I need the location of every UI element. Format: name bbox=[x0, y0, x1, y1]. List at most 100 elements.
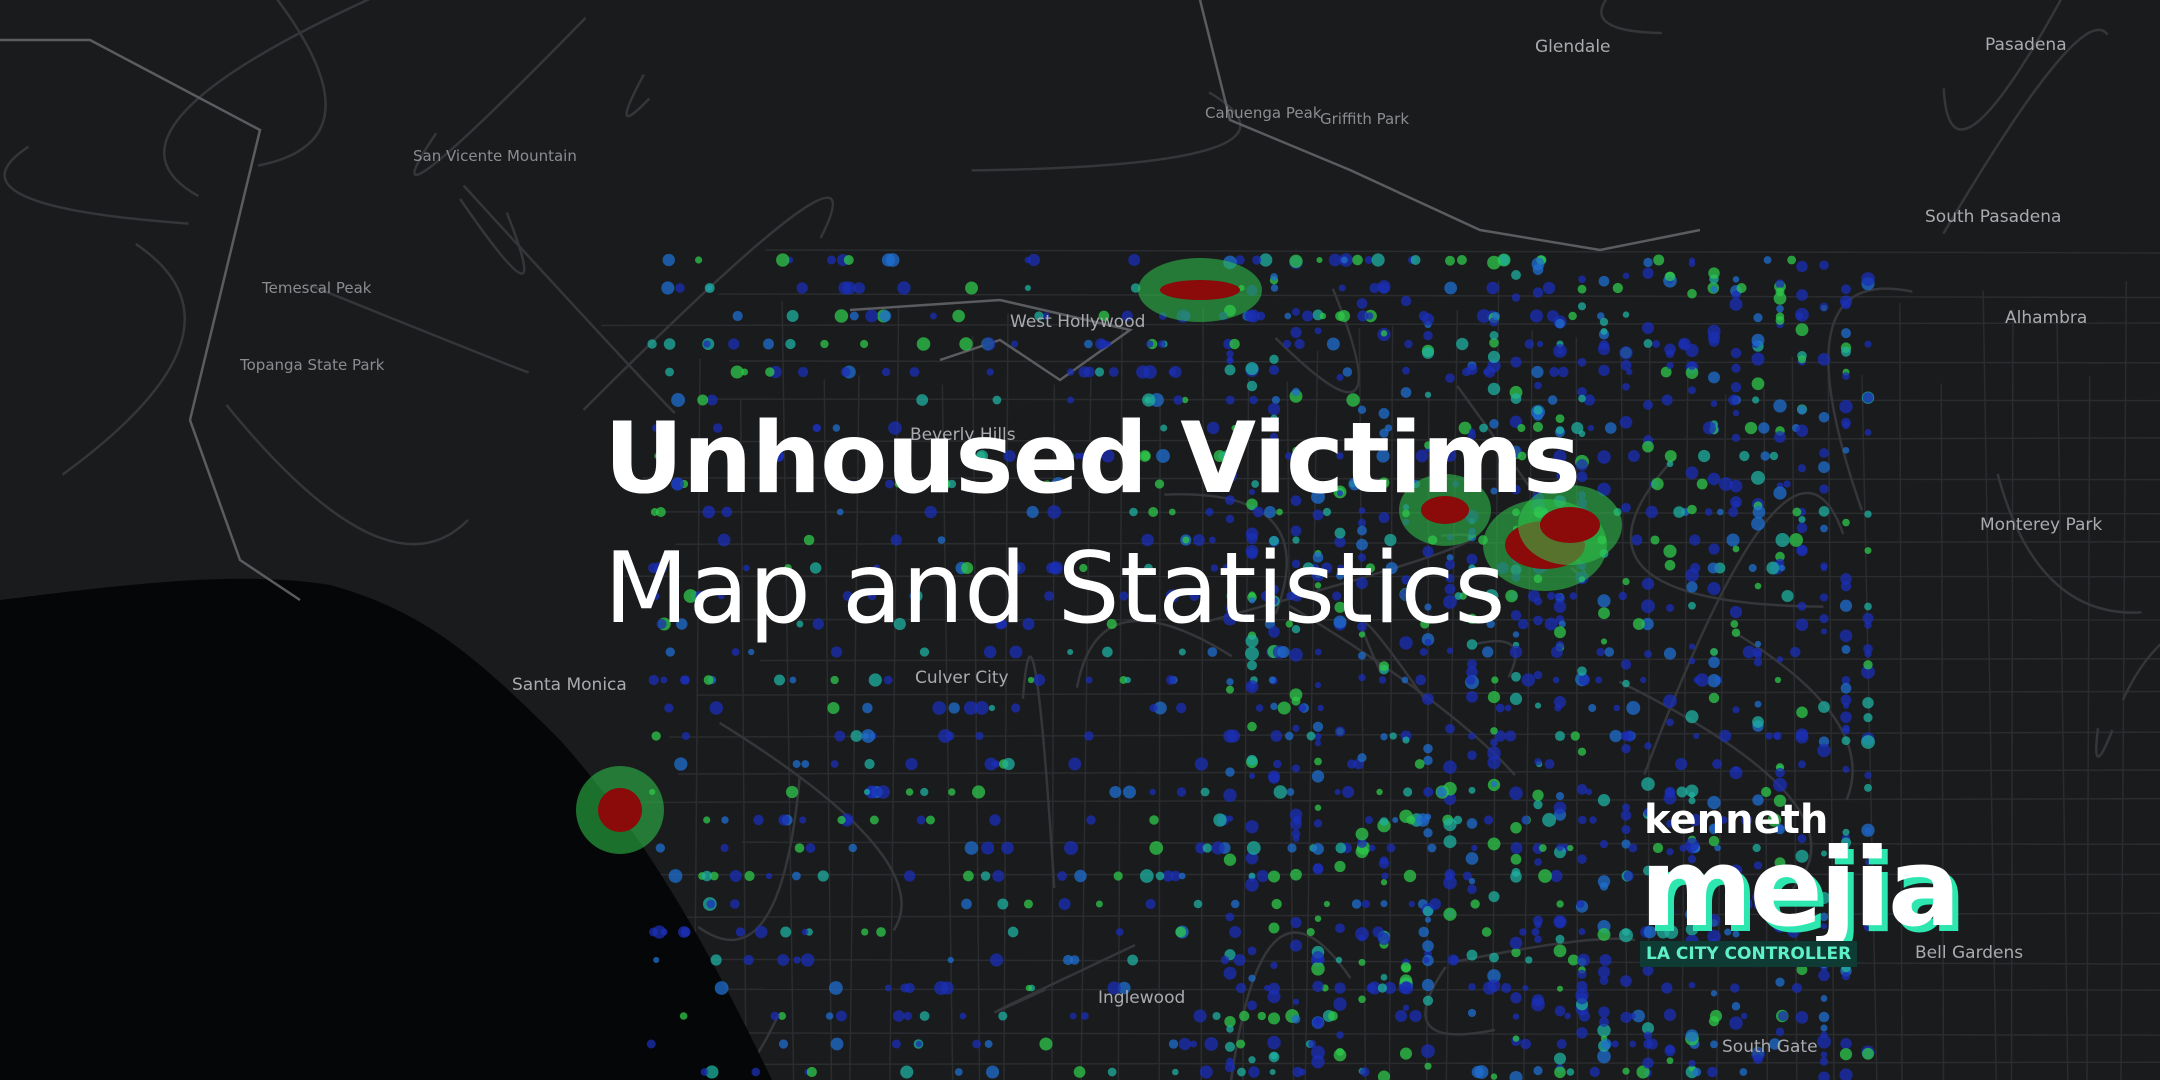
street bbox=[1080, 378, 1092, 1080]
heat-dot bbox=[1652, 842, 1664, 854]
heat-dot bbox=[1286, 591, 1295, 601]
heat-dot bbox=[948, 702, 960, 714]
heat-dot bbox=[1356, 457, 1368, 469]
heat-dot bbox=[1773, 486, 1787, 500]
heat-dot bbox=[876, 785, 890, 799]
heat-dot bbox=[1358, 631, 1366, 638]
heat-dot bbox=[1798, 760, 1806, 769]
map-label: San Vicente Mountain bbox=[413, 147, 577, 165]
heat-dot bbox=[959, 337, 973, 351]
heat-dot bbox=[1783, 480, 1791, 488]
heat-dot bbox=[1466, 690, 1478, 703]
heat-dot bbox=[1225, 685, 1235, 694]
heat-dot bbox=[1253, 506, 1264, 518]
heat-dot bbox=[1818, 701, 1830, 713]
heat-dot bbox=[1841, 972, 1851, 981]
heat-dot bbox=[683, 589, 698, 603]
heat-dot bbox=[1775, 316, 1785, 325]
heat-dot bbox=[1369, 282, 1380, 294]
heat-dot bbox=[848, 843, 858, 853]
heat-dot bbox=[1769, 900, 1777, 908]
heat-dot bbox=[1534, 702, 1542, 709]
heat-dot bbox=[1679, 844, 1688, 852]
heat-dot bbox=[1223, 853, 1237, 866]
heat-dot bbox=[1468, 732, 1476, 740]
heat-dot bbox=[1697, 449, 1711, 463]
heat-dot bbox=[1687, 361, 1697, 370]
heat-dot bbox=[1555, 640, 1565, 650]
heat-dot bbox=[1489, 331, 1499, 340]
heat-dot bbox=[1357, 518, 1367, 527]
heat-dot bbox=[1556, 843, 1564, 852]
heat-dot bbox=[1729, 605, 1743, 619]
heat-dot bbox=[1773, 777, 1787, 792]
heat-dot bbox=[1424, 391, 1432, 398]
heat-dot bbox=[1505, 730, 1517, 742]
heat-dot bbox=[1622, 928, 1630, 936]
heat-dot bbox=[1861, 665, 1875, 679]
heat-dot bbox=[1511, 269, 1521, 280]
street bbox=[1358, 327, 1367, 1080]
heat-dot bbox=[1268, 922, 1280, 934]
heat-dot bbox=[646, 1039, 656, 1049]
heat-dot bbox=[1418, 926, 1430, 938]
heat-dot bbox=[1009, 645, 1023, 659]
heat-dot bbox=[1335, 842, 1347, 854]
heat-dot bbox=[1554, 592, 1562, 600]
heat-dot bbox=[1321, 562, 1333, 574]
heat-dot bbox=[1576, 980, 1588, 992]
heat-dot bbox=[1509, 936, 1523, 950]
heat-dot bbox=[1314, 757, 1322, 766]
heat-dot bbox=[1193, 899, 1203, 909]
heat-dot bbox=[1797, 405, 1807, 415]
heat-dot bbox=[1249, 395, 1258, 405]
heat-dot bbox=[1791, 982, 1802, 994]
heat-dot bbox=[1401, 676, 1409, 684]
heat-dot bbox=[1534, 758, 1542, 766]
heat-dot bbox=[1406, 815, 1416, 825]
heat-dot bbox=[1685, 1029, 1699, 1042]
heat-dot bbox=[728, 338, 740, 350]
heat-dot bbox=[1708, 543, 1720, 555]
heat-dot bbox=[1488, 891, 1500, 903]
heat-dot bbox=[1544, 759, 1555, 769]
heat-dot bbox=[778, 1012, 787, 1020]
heat-dot bbox=[1795, 1011, 1809, 1024]
heat-dot bbox=[1328, 1011, 1338, 1021]
heat-dot bbox=[1403, 787, 1413, 797]
heat-dot bbox=[1726, 533, 1740, 547]
heat-dot bbox=[1642, 1057, 1654, 1069]
heat-dot bbox=[1820, 1051, 1828, 1059]
heat-dot bbox=[853, 282, 866, 294]
heat-dot bbox=[849, 311, 859, 321]
heat-dot bbox=[1555, 426, 1565, 435]
heat-dot bbox=[1666, 1057, 1674, 1065]
heat-dot bbox=[1153, 701, 1167, 715]
heat-dot bbox=[1739, 450, 1750, 462]
heat-dot bbox=[1789, 533, 1803, 547]
heat-dot bbox=[1476, 309, 1491, 323]
heat-dot bbox=[1710, 990, 1718, 997]
heat-dot bbox=[1270, 414, 1278, 422]
heat-dot bbox=[997, 898, 1009, 910]
heat-dot bbox=[663, 338, 676, 350]
heat-dot bbox=[837, 815, 846, 825]
heat-dot bbox=[784, 564, 792, 572]
heat-dot bbox=[662, 450, 675, 462]
heat-dot bbox=[1763, 256, 1772, 264]
heat-dot bbox=[1818, 461, 1830, 474]
street bbox=[601, 322, 2160, 327]
heat-dot bbox=[1381, 872, 1389, 880]
heat-dot bbox=[1553, 801, 1567, 815]
heat-dot bbox=[1462, 367, 1471, 377]
heat-dot bbox=[1069, 1012, 1077, 1020]
heat-dot bbox=[1778, 1010, 1789, 1022]
heat-dot bbox=[1334, 860, 1346, 873]
heat-dot bbox=[983, 645, 997, 659]
heat-dot bbox=[1650, 535, 1660, 545]
heat-dot bbox=[986, 1065, 1000, 1079]
heat-dot bbox=[1861, 272, 1875, 287]
heat-dot bbox=[1567, 844, 1574, 852]
heat-dot bbox=[1298, 704, 1307, 712]
